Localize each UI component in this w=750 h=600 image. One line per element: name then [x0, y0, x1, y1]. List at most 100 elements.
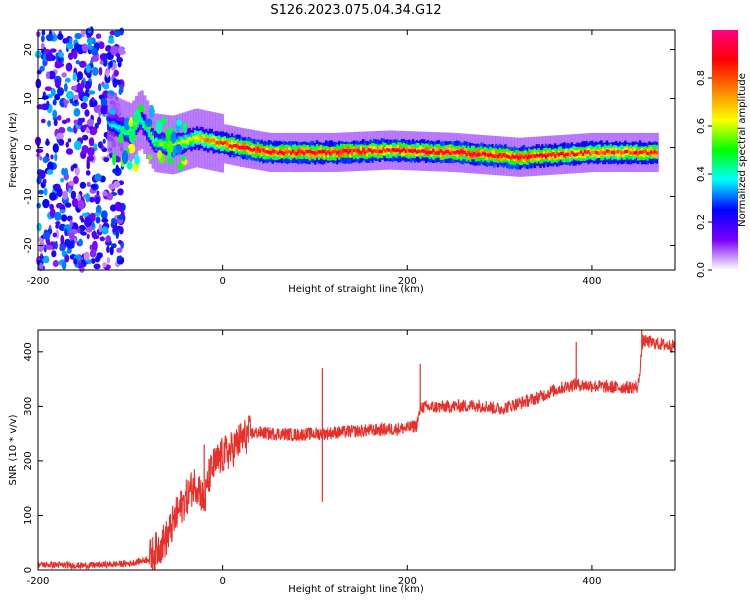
ridge-band	[637, 152, 640, 156]
ridge-band	[282, 151, 285, 156]
spectrogram-x-tick-label: -200	[27, 276, 50, 287]
ridge-band	[413, 148, 417, 153]
noise-blob	[113, 181, 121, 188]
ridge-band	[264, 149, 267, 154]
noise-blob	[91, 66, 99, 76]
ridge-band	[445, 149, 448, 154]
ridge-blob	[166, 140, 174, 154]
ridge-band	[400, 148, 404, 153]
noise-blob	[106, 193, 114, 199]
ridge-band	[112, 123, 116, 128]
ridge-blob	[167, 158, 174, 165]
ridge-band	[646, 151, 649, 156]
ridge-band	[638, 150, 642, 154]
noise-blob	[45, 51, 54, 62]
ridge-band	[422, 149, 426, 153]
noise-blob	[47, 120, 52, 127]
noise-blob	[73, 108, 81, 117]
noise-blob	[39, 156, 43, 161]
noise-blob	[113, 29, 121, 38]
noise-blob	[116, 247, 123, 253]
ridge-band	[230, 145, 234, 149]
noise-region	[34, 26, 126, 273]
ridge-band	[397, 148, 400, 152]
noise-blob	[36, 202, 41, 209]
ridge-band	[489, 152, 492, 157]
noise-blob	[104, 74, 111, 84]
colorbar-tick-label: 0.4	[696, 166, 707, 182]
ridge-band	[476, 149, 479, 157]
ridge-band	[454, 150, 457, 155]
ridge-band	[188, 137, 191, 145]
spectrogram-x-tick-label: 200	[398, 276, 417, 287]
noise-blob	[95, 216, 101, 224]
noise-blob	[68, 180, 75, 186]
ridge-band	[402, 147, 406, 152]
noise-blob	[78, 238, 83, 247]
ridge-band	[616, 149, 620, 154]
ridge-band	[520, 154, 524, 158]
noise-blob	[94, 173, 102, 182]
noise-blob	[56, 187, 63, 198]
ridge-band	[251, 148, 254, 153]
ridge-band	[518, 155, 522, 160]
ridge-band	[136, 119, 140, 128]
ridge-band	[589, 152, 592, 156]
noise-blob	[81, 212, 89, 217]
ridge-band	[616, 149, 620, 158]
ridge-band	[618, 149, 622, 154]
ridge-band	[194, 135, 197, 144]
ridge-band	[299, 149, 302, 153]
noise-blob	[39, 255, 45, 260]
noise-blob	[84, 217, 92, 228]
ridge-band	[539, 152, 542, 157]
ridge-band	[120, 128, 123, 132]
noise-blob	[67, 126, 72, 132]
ridge-band	[544, 155, 548, 159]
noise-blob	[101, 218, 109, 223]
noise-blob	[79, 60, 87, 68]
noise-blob	[69, 231, 75, 241]
ridge-band	[173, 141, 177, 146]
spectrogram-y-label: Frequency (Hz)	[8, 112, 19, 188]
noise-blob	[73, 119, 79, 125]
ridge-band	[227, 139, 230, 148]
ridge-band	[434, 151, 437, 155]
ridge-band	[369, 148, 372, 152]
noise-blob	[92, 240, 98, 251]
ridge-band	[181, 139, 184, 148]
noise-blob	[38, 189, 44, 195]
ridge-band	[613, 151, 616, 155]
noise-blob	[91, 47, 99, 56]
ridge-band	[291, 149, 295, 158]
ridge-band	[240, 145, 243, 150]
noise-blob	[87, 90, 96, 95]
ridge-band	[195, 135, 199, 139]
ridge-band	[446, 149, 450, 154]
ridge-blob	[137, 104, 145, 113]
ridge-band	[133, 125, 136, 130]
ridge-band	[600, 150, 603, 155]
ridge-band	[415, 150, 418, 154]
ridge-band	[118, 125, 121, 130]
ridge-band	[373, 149, 376, 153]
colorbar: 0.0 0.2 0.4 0.6 0.8 Normalized spectral ampl…	[696, 30, 748, 278]
noise-blob	[71, 198, 79, 208]
ridge-band	[487, 153, 490, 158]
colorbar-tick-label: 0.8	[696, 70, 707, 86]
ridge-band	[330, 151, 333, 155]
noise-blob	[66, 90, 74, 100]
noise-blob	[105, 235, 112, 243]
ridge-band	[402, 147, 406, 156]
noise-blob	[77, 200, 85, 210]
noise-blob	[116, 255, 123, 261]
ridge-band	[504, 153, 507, 158]
ridge-band	[522, 155, 526, 160]
ridge-band	[243, 146, 247, 151]
ridge-band	[419, 145, 422, 154]
noise-blob	[70, 190, 77, 200]
ridge-band	[301, 150, 304, 154]
ridge-band	[452, 150, 455, 155]
ridge-band	[290, 151, 293, 155]
ridge-blob	[126, 161, 133, 170]
